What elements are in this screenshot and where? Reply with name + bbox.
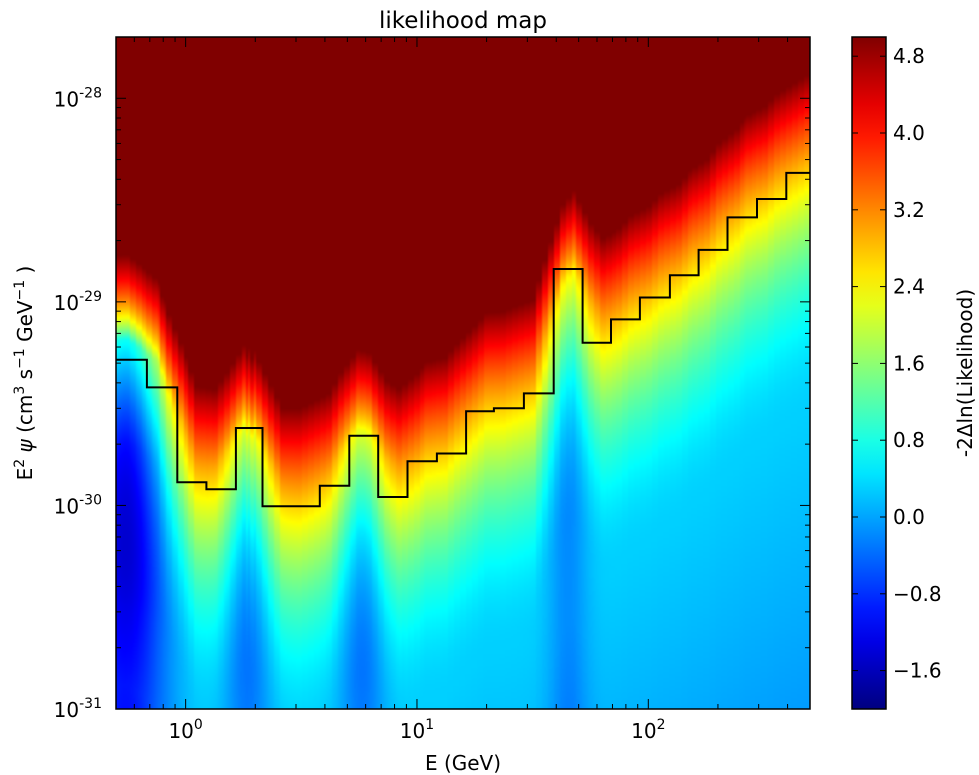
colorbar-tick-label: 0.0 bbox=[893, 505, 925, 529]
colorbar-tick-label: −1.6 bbox=[893, 659, 942, 683]
x-tick-label: 101 bbox=[400, 717, 434, 743]
colorbar-tick-label: 4.0 bbox=[893, 121, 925, 145]
x-tick-label: 100 bbox=[168, 717, 202, 743]
y-tick-label: 10-31 bbox=[54, 696, 102, 722]
colorbar-tick-label: 1.6 bbox=[893, 351, 925, 375]
chart-title: likelihood map bbox=[379, 8, 547, 34]
x-axis-label: E (GeV) bbox=[425, 751, 501, 775]
y-tick-label: 10-30 bbox=[54, 492, 102, 518]
colorbar-tick-label: −0.8 bbox=[893, 582, 942, 606]
y-tick-label: 10-28 bbox=[54, 85, 102, 111]
likelihood-heatmap bbox=[116, 37, 810, 709]
colorbar-tick-label: 0.8 bbox=[893, 428, 925, 452]
colorbar-ticks: 4.8 4.0 3.2 2.4 1.6 0.8 0.0 −0.8 −1.6 bbox=[852, 44, 942, 683]
x-axis-ticks bbox=[115, 37, 811, 709]
colorbar-tick-label: 3.2 bbox=[893, 198, 925, 222]
x-tick-label: 102 bbox=[631, 717, 665, 743]
y-axis-tick-labels: 10-31 10-30 10-29 10-28 bbox=[54, 85, 102, 722]
y-axis-label: E2 ψ (cm3 s−1 GeV−1 ) bbox=[12, 266, 37, 481]
x-axis-tick-labels: 100 101 102 bbox=[168, 717, 665, 743]
upper-limit-step-line bbox=[116, 171, 810, 508]
colorbar-tick-label: 4.8 bbox=[893, 44, 925, 68]
colorbar-label: -2Δln(Likelihood) bbox=[953, 289, 977, 457]
y-axis-ticks bbox=[116, 36, 810, 710]
colorbar-tick-label: 2.4 bbox=[893, 275, 925, 299]
plot-area bbox=[116, 37, 810, 709]
colorbar bbox=[851, 36, 887, 710]
y-tick-label: 10-29 bbox=[54, 289, 102, 315]
plot-frame bbox=[115, 36, 811, 710]
